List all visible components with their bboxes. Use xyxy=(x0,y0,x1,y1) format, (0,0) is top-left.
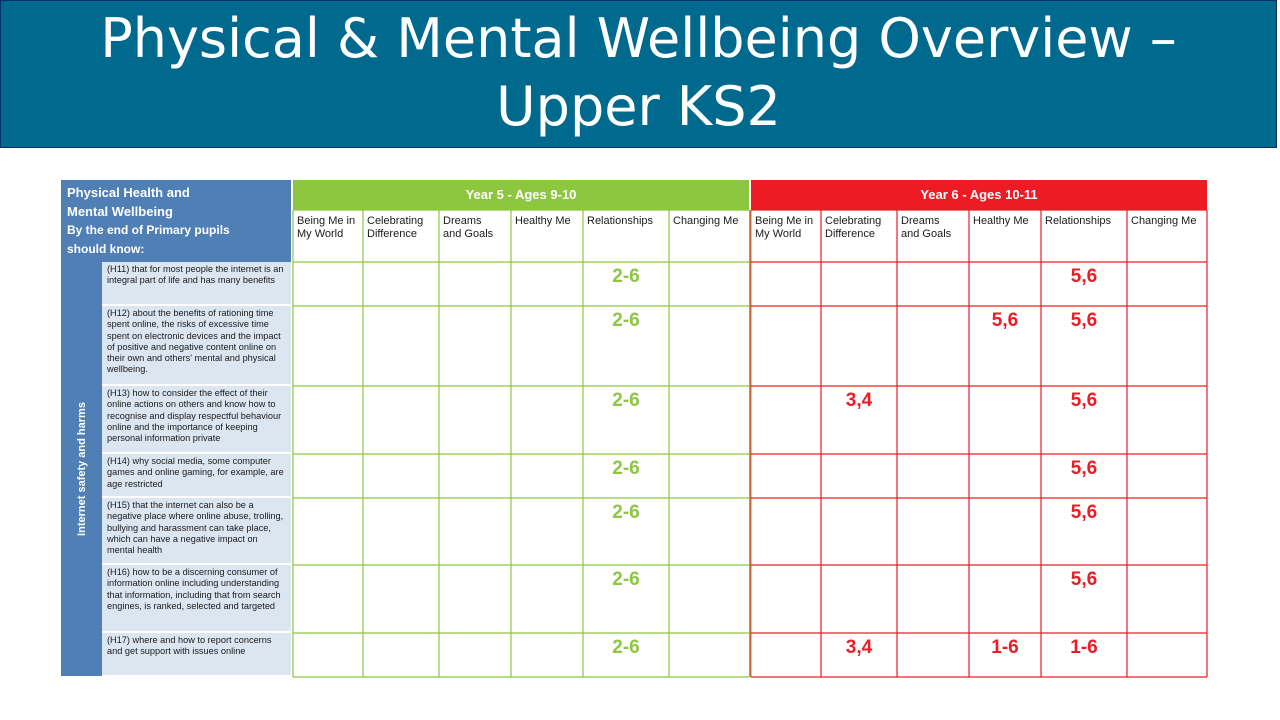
table-cell: 2-6 xyxy=(612,266,640,287)
column-header-line-1: Being Me in xyxy=(297,215,356,227)
column-header: Relationships xyxy=(1041,210,1127,262)
column-header-line-1: Celebrating xyxy=(825,215,882,227)
table-cell: 3,4 xyxy=(845,637,873,658)
table-cell: 2-6 xyxy=(612,637,640,658)
table-cell: 2-6 xyxy=(612,458,640,479)
column-header: Changing Me xyxy=(669,210,751,262)
statement-cell: (H17) where and how to report concerns a… xyxy=(102,633,291,677)
column-header: Being Me in My World xyxy=(293,210,363,262)
column-header-line-1: Healthy Me xyxy=(973,215,1029,227)
column-header: Dreams and Goals xyxy=(897,210,969,262)
table-cell: 5,6 xyxy=(1070,266,1098,287)
table-cell: 2-6 xyxy=(612,390,640,411)
column-header: Healthy Me xyxy=(511,210,583,262)
year5-header: Year 5 - Ages 9-10 xyxy=(293,180,749,210)
header-line-3: By the end of Primary pupils xyxy=(67,223,230,237)
table-cell: 5,6 xyxy=(1070,569,1098,590)
column-header-line-1: Healthy Me xyxy=(515,215,571,227)
column-header-line-2: Difference xyxy=(825,228,875,240)
statement-cell: (H16) how to be a discerning consumer of… xyxy=(102,565,291,633)
column-header: Changing Me xyxy=(1127,210,1207,262)
table-cell: 2-6 xyxy=(612,569,640,590)
table-cell: 2-6 xyxy=(612,310,640,331)
table-cell: 2-6 xyxy=(612,502,640,523)
table-cell: 5,6 xyxy=(1070,502,1098,523)
column-header: Celebrating Difference xyxy=(821,210,897,262)
statement-cell: (H12) about the benefits of rationing ti… xyxy=(102,306,291,386)
column-header: Healthy Me xyxy=(969,210,1041,262)
column-header-line-2: My World xyxy=(755,228,802,240)
theme-band: Internet safety and harms xyxy=(61,262,102,676)
table-cell: 5,6 xyxy=(1070,390,1098,411)
column-header: Dreams and Goals xyxy=(439,210,511,262)
table-cell: 5,6 xyxy=(991,310,1019,331)
column-header-line-2: and Goals xyxy=(443,228,494,240)
column-header-line-1: Being Me in xyxy=(755,215,814,227)
column-header-line-2: Difference xyxy=(367,228,417,240)
column-header-line-1: Dreams xyxy=(443,215,482,227)
statement-cell: (H14) why social media, some computer ga… xyxy=(102,454,291,498)
table-cell: 5,6 xyxy=(1070,458,1098,479)
column-header-line-1: Relationships xyxy=(587,215,654,227)
header-line-1: Physical Health and xyxy=(67,185,190,200)
statement-cell: (H13) how to consider the effect of thei… xyxy=(102,386,291,454)
table-header-left: Physical Health and Mental Wellbeing By … xyxy=(61,180,291,262)
table-cell: 3,4 xyxy=(845,390,873,411)
header-line-2: Mental Wellbeing xyxy=(67,204,173,219)
table-cell: 1-6 xyxy=(1070,637,1098,658)
table-cell: 5,6 xyxy=(1070,310,1098,331)
title-banner: Physical & Mental Wellbeing Overview – U… xyxy=(0,0,1277,148)
column-header-line-1: Changing Me xyxy=(673,215,739,227)
column-header-line-1: Relationships xyxy=(1045,215,1112,227)
statement-cell: (H15) that the internet can also be a ne… xyxy=(102,498,291,565)
column-header-line-1: Celebrating xyxy=(367,215,424,227)
statement-cell: (H11) that for most people the internet … xyxy=(102,262,291,306)
column-header: Being Me in My World xyxy=(751,210,821,262)
header-line-4: should know: xyxy=(67,242,145,256)
column-header-line-1: Changing Me xyxy=(1131,215,1197,227)
column-header: Relationships xyxy=(583,210,669,262)
year6-header: Year 6 - Ages 10-11 xyxy=(751,180,1207,210)
column-header-line-1: Dreams xyxy=(901,215,940,227)
table-cell: 1-6 xyxy=(991,637,1019,658)
title-line-1: Physical & Mental Wellbeing Overview – xyxy=(100,7,1177,70)
column-header: Celebrating Difference xyxy=(363,210,439,262)
title-line-2: Upper KS2 xyxy=(496,75,781,138)
column-header-line-2: and Goals xyxy=(901,228,952,240)
column-header-line-2: My World xyxy=(297,228,344,240)
